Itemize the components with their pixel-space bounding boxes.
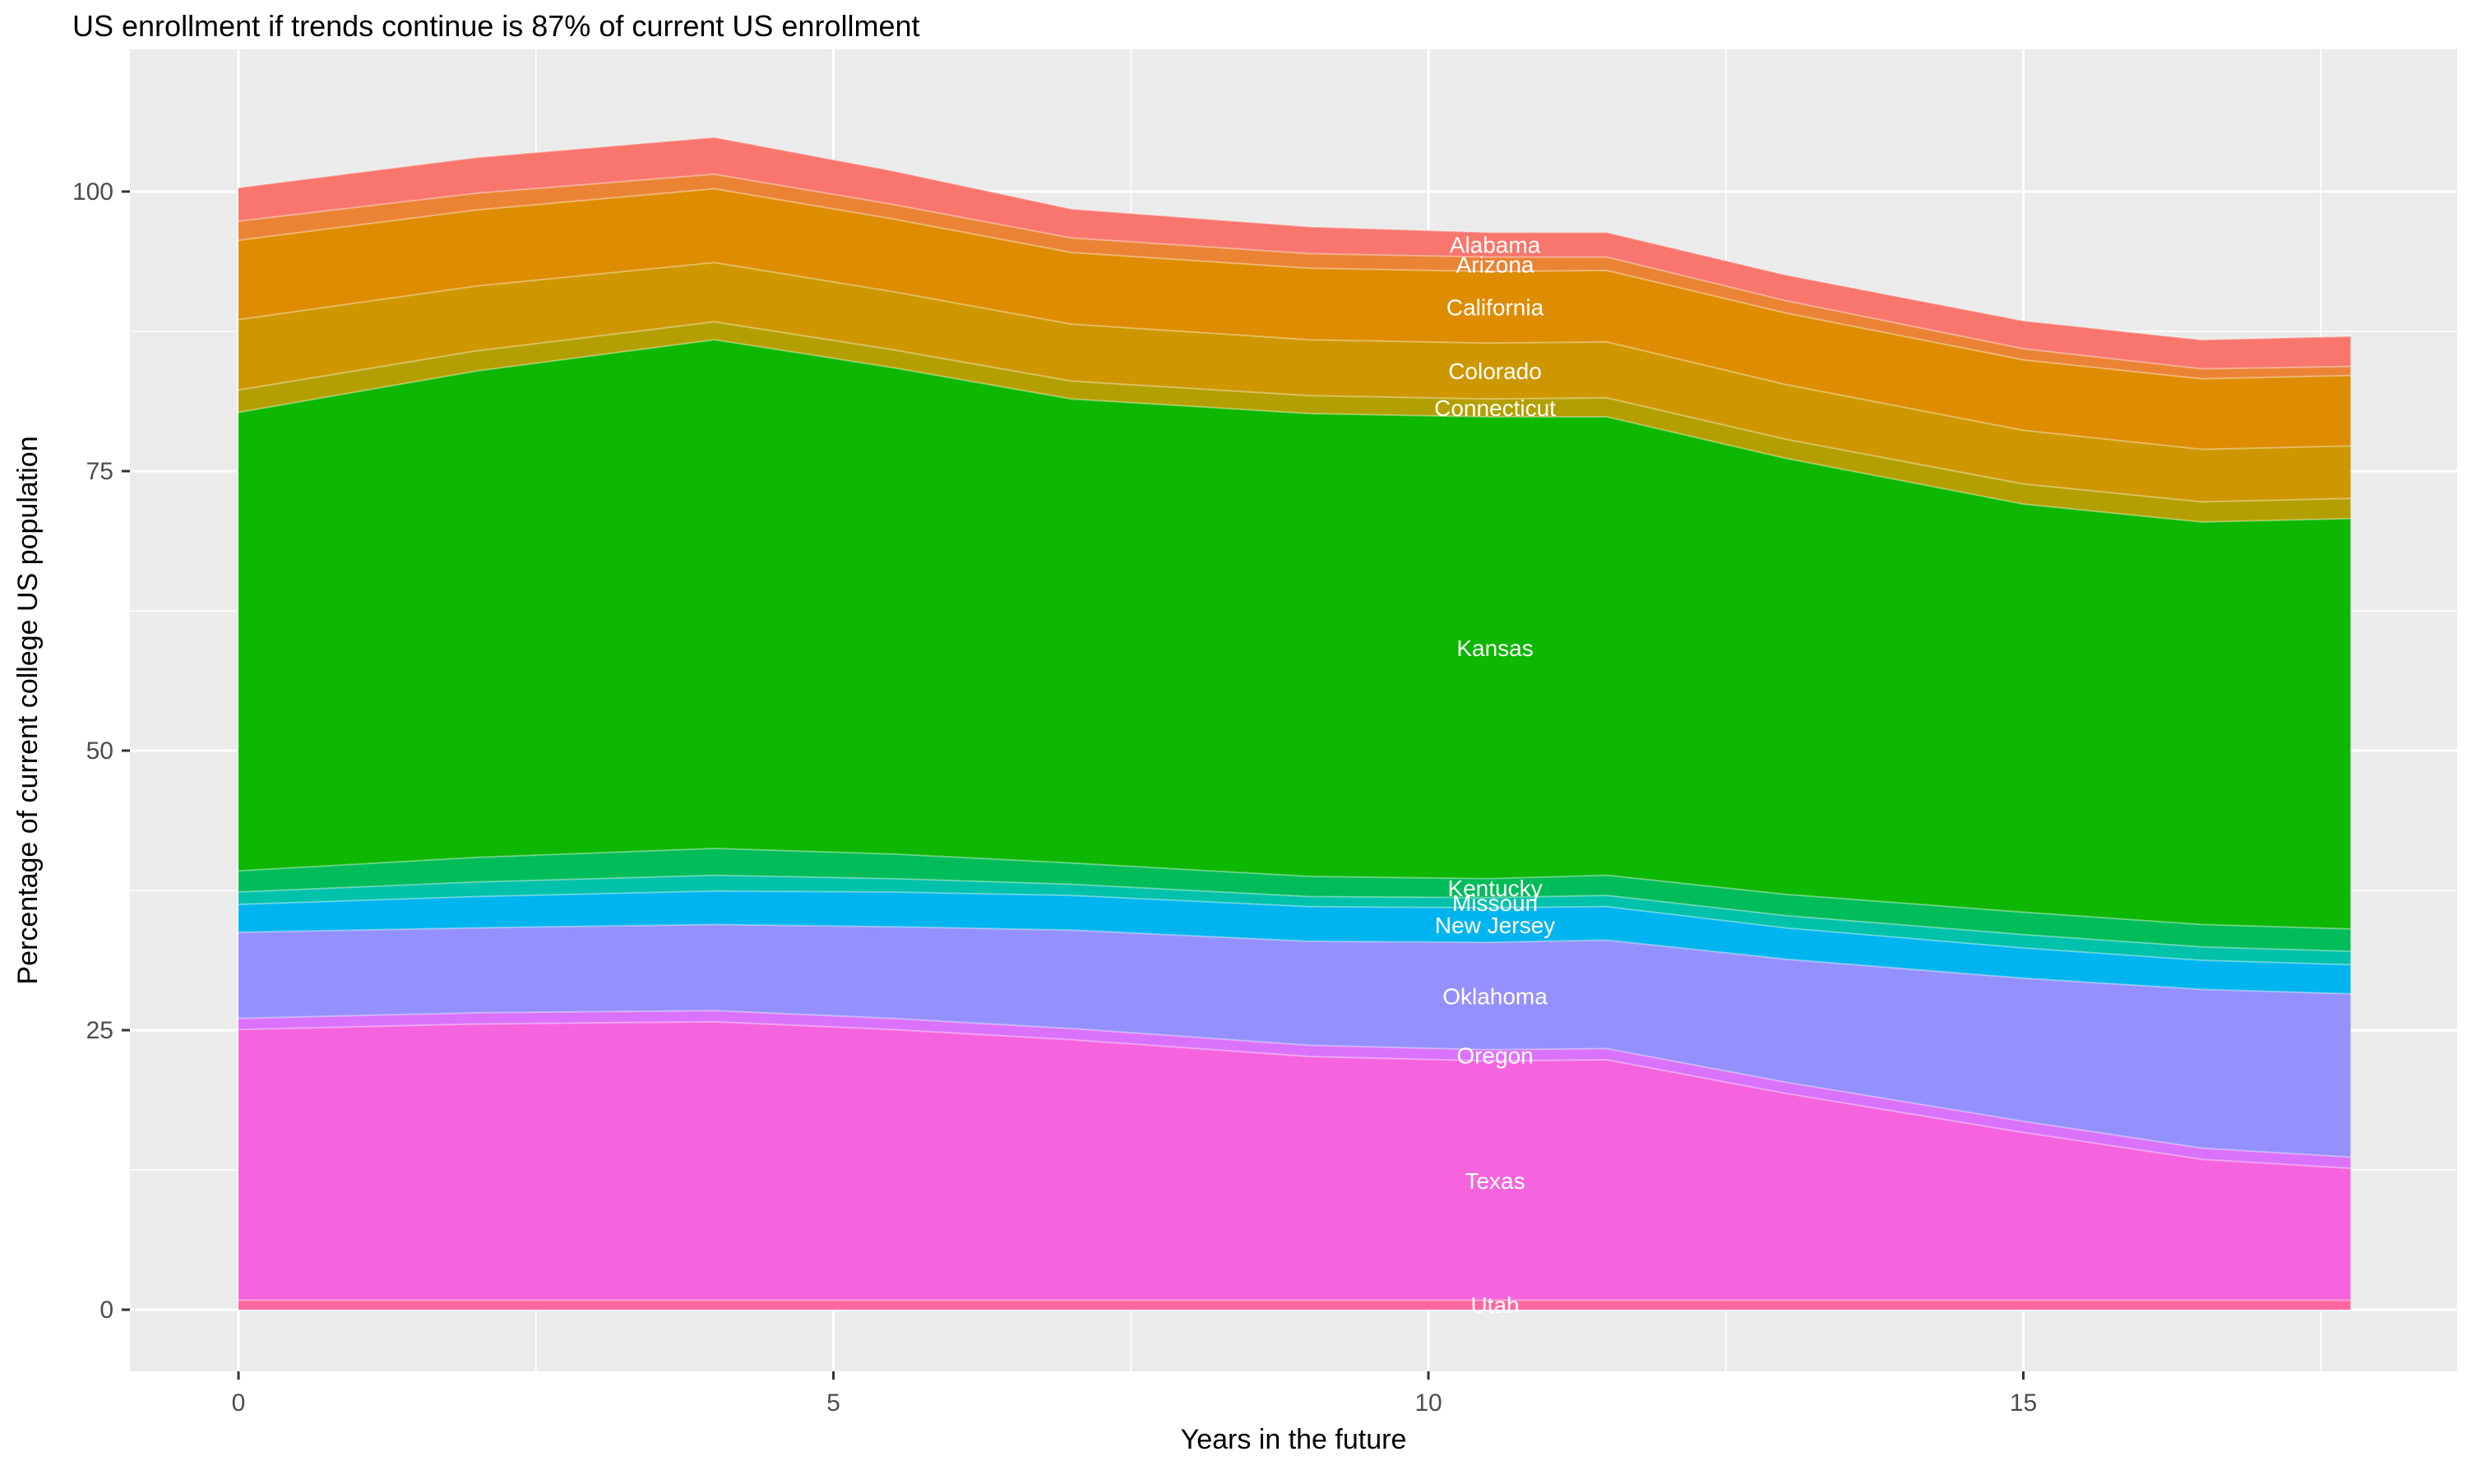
stacked-areas	[238, 137, 2351, 1310]
x-tick-label: 0	[232, 1389, 246, 1417]
axis-tick-labels: 0 25 50 75 100 0 5 10 15	[72, 178, 2037, 1417]
state-label-california: California	[1446, 295, 1544, 321]
boundary-california	[238, 187, 2351, 380]
state-label-alabama: Alabama	[1450, 233, 1541, 258]
area-missouri	[238, 875, 2351, 965]
boundary-oklahoma	[238, 923, 2351, 995]
area-texas	[238, 1021, 2351, 1301]
boundary-alabama	[238, 136, 2351, 341]
state-label-oklahoma: Oklahoma	[1442, 983, 1548, 1009]
boundary-new-jersey	[238, 890, 2351, 966]
x-tick-label: 15	[2010, 1389, 2037, 1417]
area-california	[238, 188, 2351, 450]
area-utah	[238, 1300, 2351, 1310]
area-new-jersey	[238, 890, 2351, 994]
y-tick-label: 0	[100, 1297, 113, 1324]
state-label-arizona: Arizona	[1456, 252, 1534, 277]
boundary-connecticut	[238, 321, 2351, 503]
state-label-oregon: Oregon	[1456, 1043, 1533, 1069]
x-axis-title: Years in the future	[1181, 1424, 1407, 1455]
y-axis-title: Percentage of current college US populat…	[12, 436, 44, 984]
state-labels: Utah Texas Oregon Oklahoma New JerseyMissour…	[1434, 233, 1556, 1319]
y-tick-label: 75	[86, 458, 113, 485]
area-oklahoma	[238, 924, 2351, 1158]
y-tick-label: 25	[86, 1017, 113, 1044]
chart-title: US enrollment if trends continue is 87% …	[72, 9, 919, 43]
y-tick-label: 100	[72, 178, 113, 206]
boundary-texas	[238, 1020, 2351, 1169]
area-kentucky	[238, 848, 2351, 952]
state-label-utah: Utah	[1470, 1292, 1519, 1318]
area-alabama	[238, 137, 2351, 369]
state-label-kansas: Kansas	[1456, 636, 1533, 661]
boundary-kentucky	[238, 847, 2351, 930]
boundary-missouri	[238, 874, 2351, 953]
state-label-new-jersey: New Jersey	[1435, 913, 1555, 938]
boundary-colorado	[238, 261, 2351, 451]
x-tick-label: 10	[1414, 1389, 1442, 1417]
state-label-missouri: Missouri	[1452, 890, 1538, 916]
x-tick-label: 5	[826, 1389, 840, 1417]
state-label-connecticut: Connecticut	[1434, 395, 1556, 421]
boundary-kansas	[238, 339, 2351, 523]
axis-tick-marks	[122, 190, 2025, 1380]
state-label-colorado: Colorado	[1448, 358, 1542, 384]
area-kansas	[238, 340, 2351, 929]
boundary-arizona	[238, 173, 2351, 370]
area-connecticut	[238, 321, 2351, 522]
area-colorado	[238, 262, 2351, 502]
state-label-texas: Texas	[1465, 1168, 1525, 1194]
state-label-kentucky: Kentucky	[1447, 876, 1542, 901]
y-tick-label: 50	[86, 737, 113, 765]
band-boundary-lines	[238, 136, 2351, 1301]
boundary-oregon	[238, 1010, 2351, 1158]
